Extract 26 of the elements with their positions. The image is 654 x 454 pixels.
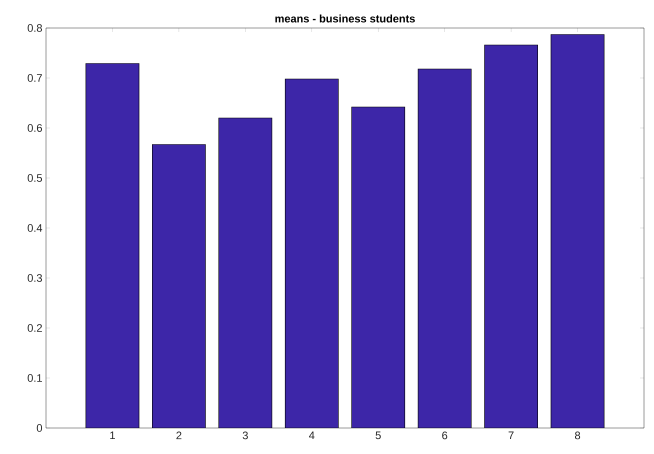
y-tick-label: 0.4	[28, 224, 42, 232]
y-tick-label: 0.6	[28, 124, 42, 132]
y-tick-label: 0.1	[28, 374, 42, 382]
bar	[86, 64, 140, 428]
bar	[218, 118, 272, 428]
bar	[484, 45, 538, 428]
bar	[152, 144, 206, 428]
y-tick-label: 0.5	[28, 174, 42, 182]
x-tick-label: 8	[574, 432, 580, 440]
x-tick-label: 4	[308, 432, 314, 440]
x-tick-label: 2	[176, 432, 182, 440]
bar	[418, 69, 472, 428]
bar	[285, 79, 338, 428]
bar	[352, 107, 405, 428]
y-tick-label: 0.2	[28, 324, 42, 332]
x-tick-label: 6	[442, 432, 448, 440]
bar	[550, 34, 604, 428]
x-tick-label: 3	[242, 432, 248, 440]
x-tick-label: 1	[110, 432, 115, 440]
y-tick-label: 0.8	[28, 24, 42, 32]
y-tick-label: 0.7	[28, 74, 42, 82]
y-tick-label: 0.3	[28, 274, 42, 282]
y-tick-label: 0	[36, 424, 42, 432]
x-tick-label: 5	[376, 432, 381, 440]
x-tick-label: 7	[508, 432, 514, 440]
chart-title: means - business students	[275, 14, 415, 23]
